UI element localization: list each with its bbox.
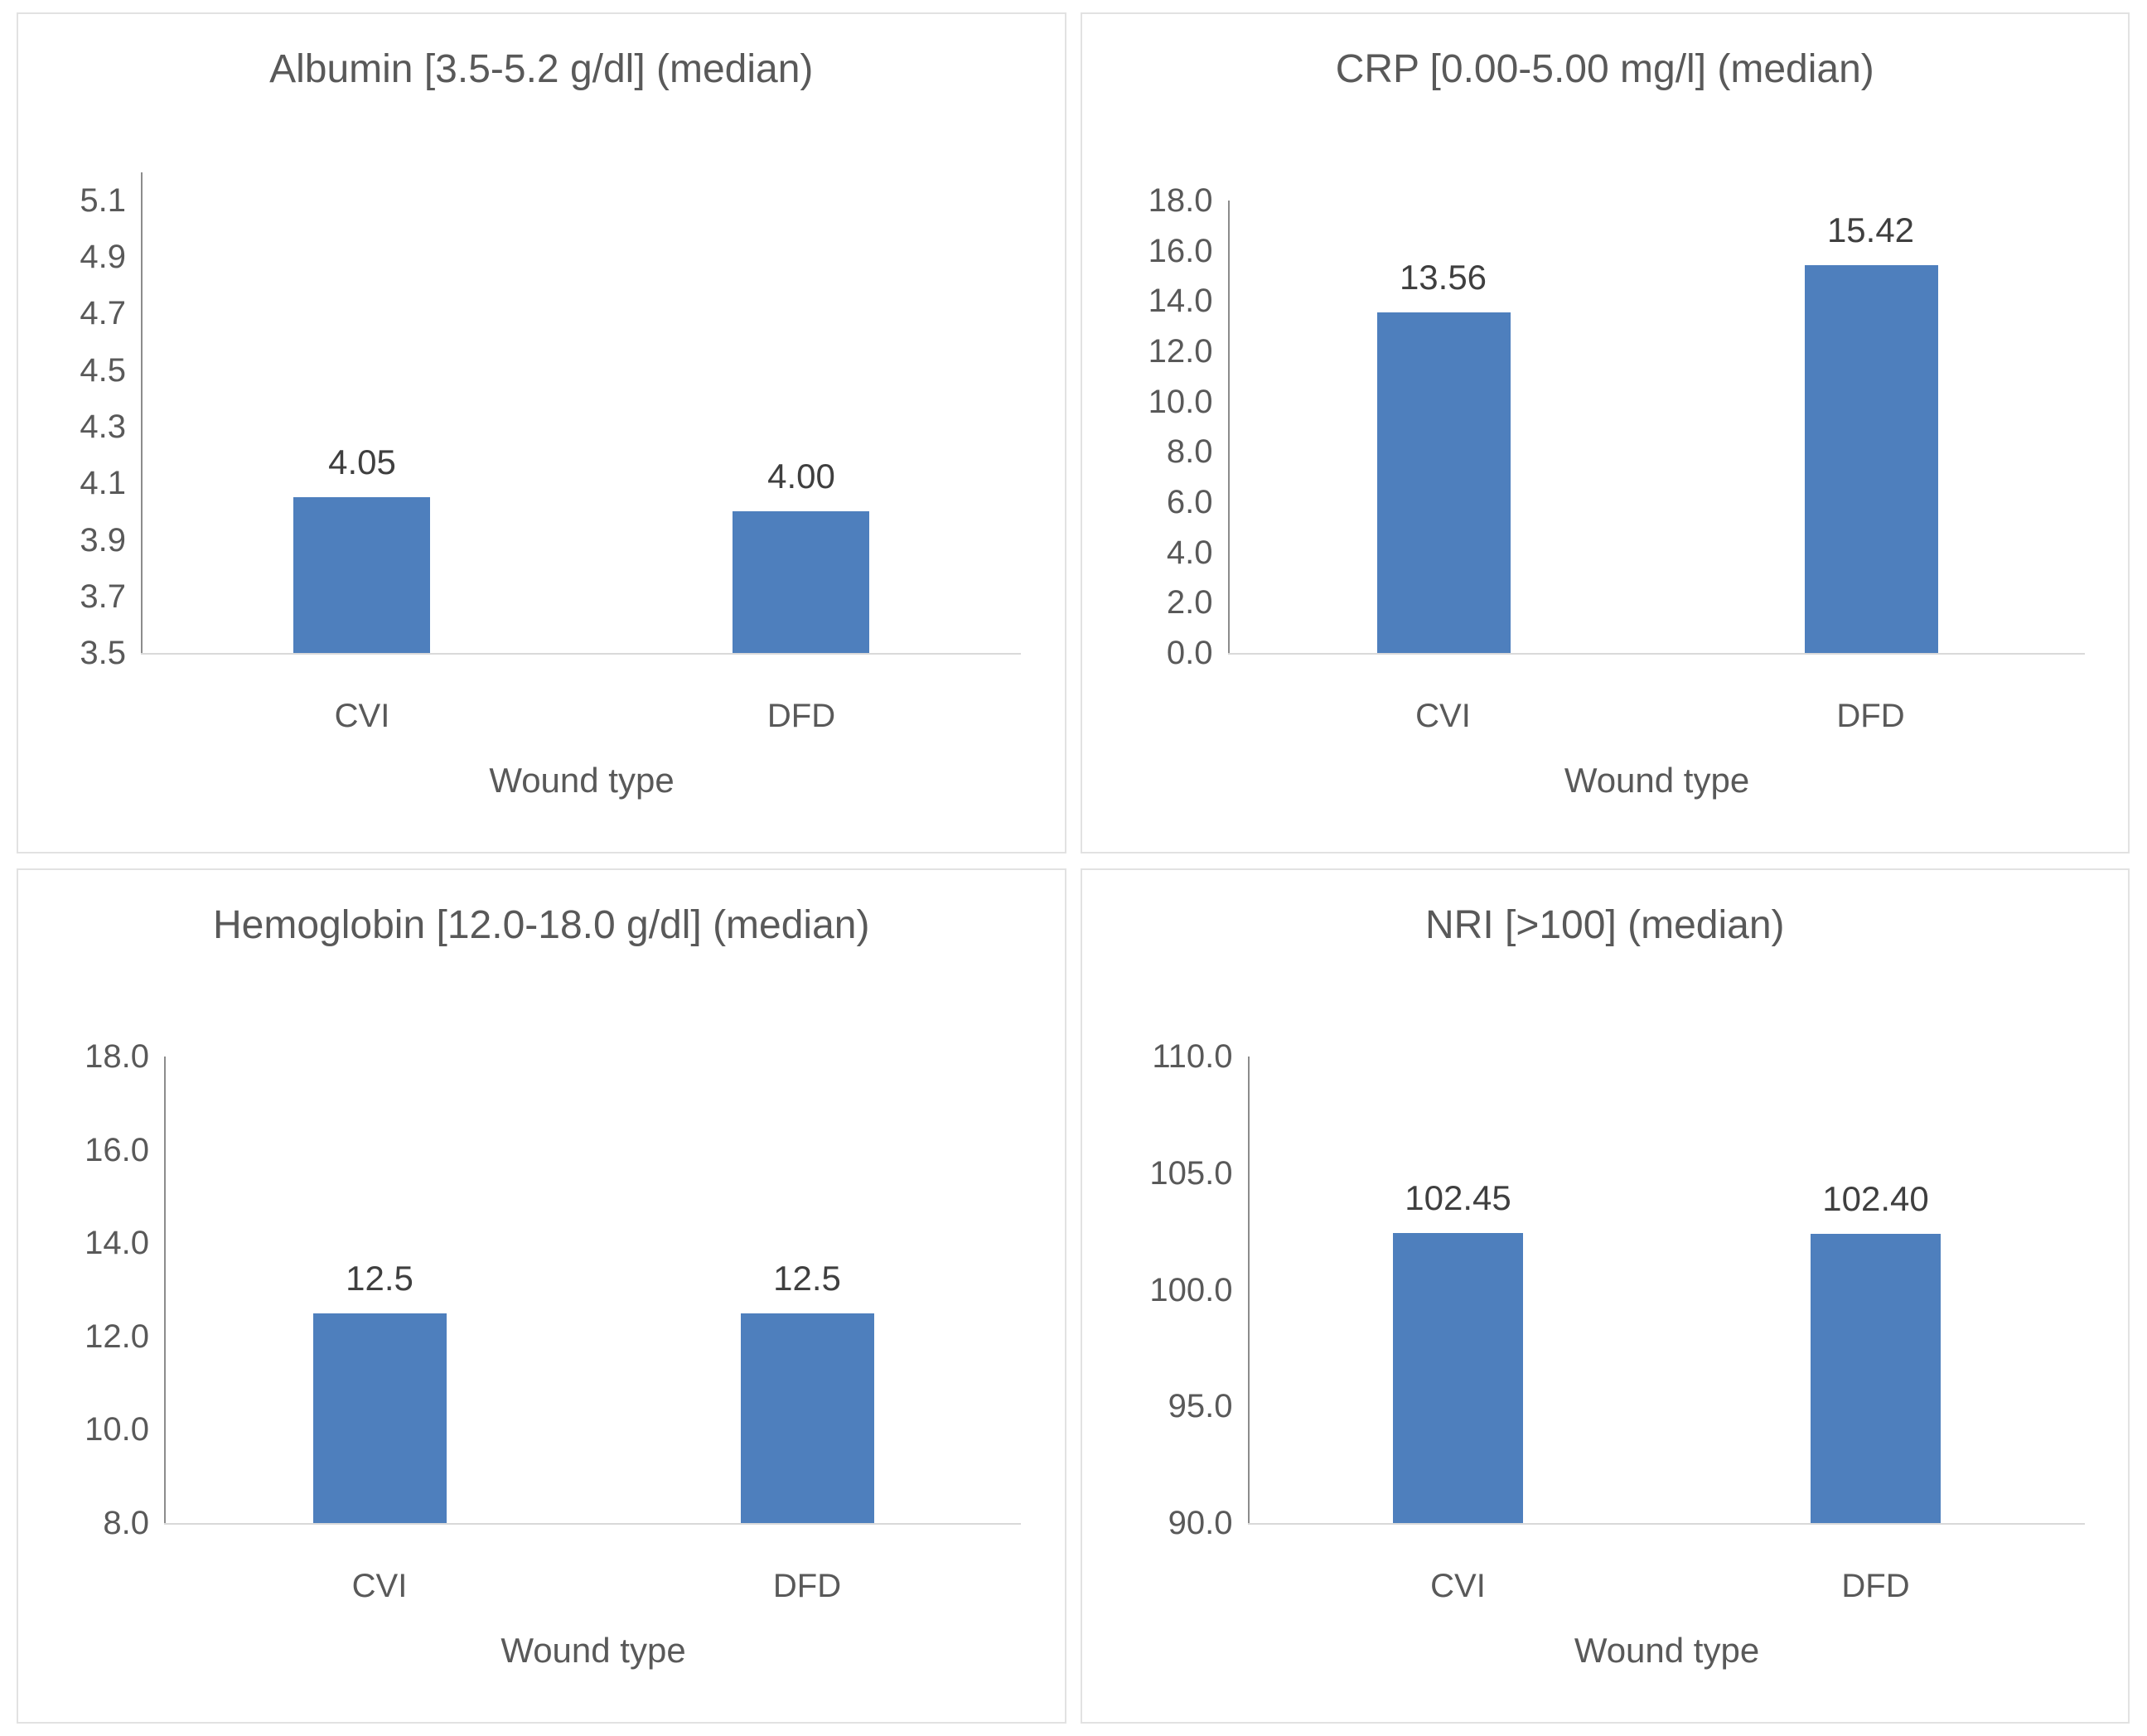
y-tick-label: 16.0 [1148, 233, 1213, 269]
bar-cvi [1392, 1233, 1523, 1523]
y-tick-label: 90.0 [1168, 1505, 1233, 1541]
plot-area-albumin: 5.1 4.9 4.7 4.5 4.3 4.1 3.9 3.7 3.5 4.05 CVI 4.00 DF… [18, 14, 1065, 852]
category-label-dfd: DFD [766, 698, 836, 734]
y-tick-label: 105.0 [1149, 1155, 1233, 1192]
y-axis-line [141, 172, 143, 653]
y-tick-label: 4.3 [80, 409, 126, 445]
value-label-cvi: 102.45 [1405, 1178, 1511, 1217]
bar-dfd [1804, 265, 1938, 653]
y-tick-label: 4.1 [80, 465, 126, 501]
bar-cvi [313, 1313, 447, 1523]
chart-title-nri: NRI [>100] (median) [1424, 903, 1785, 947]
bar-dfd [1810, 1234, 1941, 1523]
y-axis-line [1227, 201, 1230, 653]
y-tick-label: 95.0 [1168, 1388, 1233, 1424]
value-label-cvi: 13.56 [1399, 258, 1487, 297]
bar-dfd [741, 1313, 874, 1523]
category-label-dfd: DFD [772, 1568, 842, 1604]
category-label-cvi: CVI [334, 698, 390, 734]
y-tick-label: 10.0 [1148, 384, 1213, 420]
chart-panel-hemoglobin: Hemoglobin [12.0-18.0 g/dl] (median) 18.… [17, 868, 1066, 1724]
chart-panel-nri: NRI [>100] (median) 110.0 105.0 100.0 95.0 9… [1080, 868, 2130, 1724]
y-tick-label: 6.0 [1166, 484, 1213, 520]
y-tick-label: 3.7 [80, 578, 126, 615]
y-tick-label: 8.0 [1166, 433, 1213, 470]
y-tick-label: 14.0 [1148, 283, 1213, 319]
category-label-dfd: DFD [1841, 1568, 1910, 1604]
y-axis-line [1247, 1057, 1250, 1523]
bar-dfd [733, 511, 869, 653]
x-axis-line [164, 1523, 1021, 1525]
x-axis-line [1247, 1523, 2085, 1525]
x-axis-line [141, 653, 1021, 655]
y-tick-label: 4.9 [80, 239, 126, 275]
y-tick-label: 14.0 [85, 1225, 149, 1261]
category-label-cvi: CVI [1430, 1568, 1486, 1604]
x-axis-title-albumin: Wound type [489, 761, 675, 800]
bar-cvi [1376, 312, 1511, 653]
y-tick-label: 8.0 [103, 1505, 149, 1541]
y-tick-label: 4.0 [1166, 534, 1213, 571]
chart-title-crp: CRP [0.00-5.00 mg/l] (median) [1335, 47, 1874, 91]
x-axis-line [1227, 653, 2085, 655]
y-tick-label: 4.5 [80, 352, 126, 389]
y-axis-line [164, 1057, 166, 1523]
category-label-dfd: DFD [1836, 698, 1905, 734]
y-tick-label: 3.5 [80, 635, 126, 671]
value-label-dfd: 15.42 [1826, 210, 1915, 249]
chart-panel-albumin: Albumin [3.5-5.2 g/dl] (median) 5.1 4.9 4.… [17, 12, 1066, 853]
value-label-cvi: 12.5 [346, 1259, 413, 1298]
y-tick-label: 18.0 [85, 1038, 149, 1075]
category-label-cvi: CVI [1415, 698, 1471, 734]
y-tick-label: 0.0 [1166, 635, 1213, 671]
y-tick-label: 10.0 [85, 1411, 149, 1448]
y-tick-label: 3.9 [80, 522, 126, 559]
category-label-cvi: CVI [351, 1568, 408, 1604]
x-axis-title-hemoglobin: Wound type [500, 1631, 686, 1670]
bar-cvi [293, 497, 430, 653]
value-label-dfd: 4.00 [767, 457, 835, 496]
plot-area-crp: 18.0 16.0 14.0 12.0 10.0 8.0 6.0 4.0 2.0 0.0 13.56… [1082, 14, 2129, 852]
y-tick-label: 100.0 [1149, 1272, 1233, 1308]
y-tick-label: 2.0 [1166, 584, 1213, 621]
plot-area-hemoglobin: 18.0 16.0 14.0 12.0 10.0 8.0 12.5 CVI 12.5 DFD [18, 870, 1065, 1722]
chart-title-hemoglobin: Hemoglobin [12.0-18.0 g/dl] (median) [213, 903, 870, 947]
x-axis-title-crp: Wound type [1564, 761, 1750, 800]
chart-panel-crp: CRP [0.00-5.00 mg/l] (median) 18.0 16.0 14… [1080, 12, 2130, 853]
chart-title-albumin: Albumin [3.5-5.2 g/dl] (median) [269, 47, 814, 91]
y-tick-label: 5.1 [80, 182, 126, 219]
y-tick-label: 18.0 [1148, 182, 1213, 219]
plot-area-nri: 110.0 105.0 100.0 95.0 90.0 102.45 CVI 102.40 DF… [1082, 870, 2129, 1722]
y-tick-label: 16.0 [85, 1132, 149, 1168]
y-tick-label: 4.7 [80, 295, 126, 331]
y-tick-label: 12.0 [85, 1318, 149, 1355]
value-label-dfd: 12.5 [773, 1259, 841, 1298]
x-axis-title-nri: Wound type [1574, 1631, 1760, 1670]
y-tick-label: 110.0 [1152, 1038, 1233, 1075]
value-label-dfd: 102.40 [1822, 1179, 1929, 1218]
value-label-cvi: 4.05 [328, 442, 396, 481]
y-tick-label: 12.0 [1148, 333, 1213, 370]
